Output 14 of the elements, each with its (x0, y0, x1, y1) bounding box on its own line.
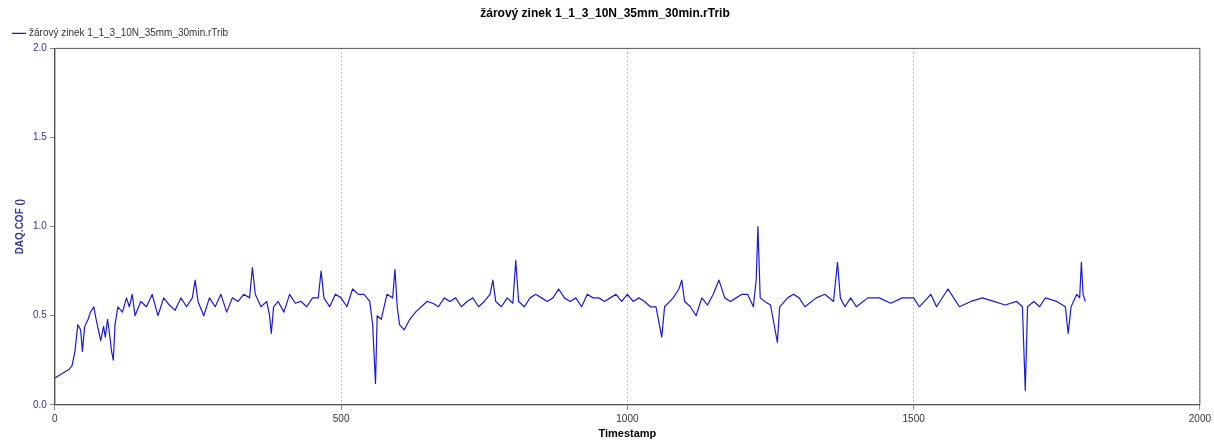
y-tick-label: 2.0 (33, 42, 48, 54)
legend-label: žárový zinek 1_1_3_10N_35mm_30min.rTrib (29, 27, 229, 39)
y-tick-label: 1.5 (33, 131, 48, 143)
y-tick-label: 0.0 (33, 398, 48, 410)
x-tick-label: 1500 (902, 412, 926, 424)
y-axis-title: DAQ.COF () (13, 198, 25, 255)
x-tick-label: 500 (332, 412, 350, 424)
y-tick-label: 1.0 (33, 220, 48, 232)
x-tick-label: 0 (52, 412, 59, 424)
x-tick-label: 2000 (1188, 412, 1212, 424)
x-tick-label: 1000 (616, 412, 639, 424)
y-tick-label: 0.5 (33, 309, 48, 321)
chart-title: žárový zinek 1_1_3_10N_35mm_30min.rTrib (480, 5, 730, 20)
x-axis-title: Timestamp (598, 427, 657, 440)
